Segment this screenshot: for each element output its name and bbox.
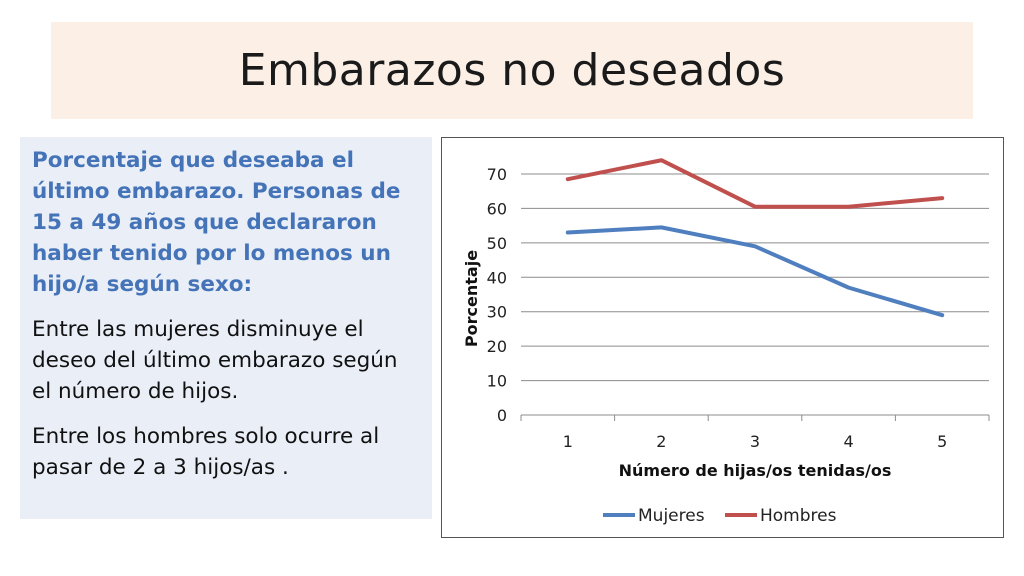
y-tick-label-40: 40	[487, 268, 507, 287]
y-tick-label-30: 30	[487, 303, 507, 322]
x-axis-title: Número de hijas/os tenidas/os	[619, 461, 892, 480]
y-tick-label-60: 60	[487, 199, 507, 218]
y-tick-label-10: 10	[487, 372, 507, 391]
y-tick-label-0: 0	[497, 406, 507, 425]
legend-label-mujeres: Mujeres	[638, 506, 705, 526]
x-tick-label-4: 4	[844, 432, 854, 451]
x-tick-label-5: 5	[937, 432, 947, 451]
y-tick-label-70: 70	[487, 165, 507, 184]
panel-lead-text: Porcentaje que deseaba el último embaraz…	[32, 148, 401, 297]
panel-paragraph-women: Entre las mujeres disminuye el deseo del…	[32, 317, 398, 404]
chart-frame: 0 10 20 30 40 50 60 70 1 2 3 4 5 Número de hijas/os t…	[441, 137, 1004, 538]
panel-paragraph-men: Entre los hombres solo ocurre al pasar d…	[32, 424, 380, 480]
slide-title: Embarazos no deseados	[238, 45, 786, 96]
x-tick-label-3: 3	[750, 432, 760, 451]
line-chart: 0 10 20 30 40 50 60 70 1 2 3 4 5 Número de hijas/os t…	[462, 158, 990, 526]
title-banner: Embarazos no deseados	[51, 22, 973, 119]
y-tick-label-20: 20	[487, 337, 507, 356]
y-axis-title: Porcentaje	[462, 250, 481, 347]
series-line-hombres	[565, 158, 945, 209]
legend-label-hombres: Hombres	[760, 506, 837, 526]
text-panel: Porcentaje que deseaba el último embaraz…	[20, 137, 432, 519]
x-tick-label-2: 2	[656, 432, 666, 451]
y-tick-label-50: 50	[487, 234, 507, 253]
x-tick-label-1: 1	[563, 432, 573, 451]
series-line-mujeres	[565, 225, 945, 318]
